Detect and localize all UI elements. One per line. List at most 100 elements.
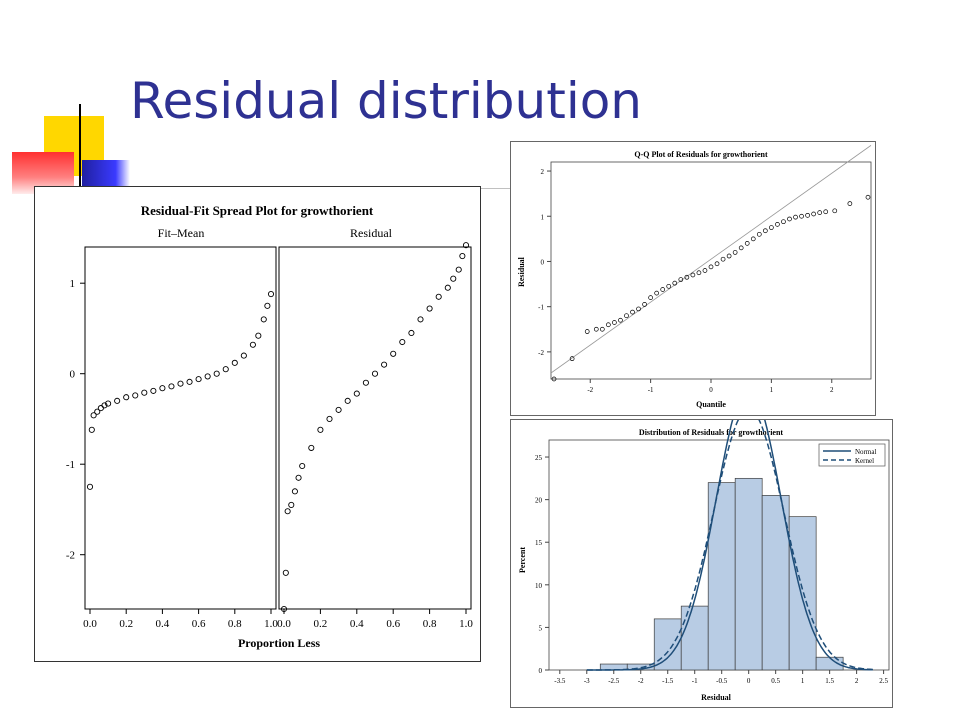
spread-point	[282, 569, 289, 576]
hist-title: Distribution of Residuals for growthorie…	[639, 428, 783, 437]
hist-bar	[707, 482, 736, 671]
qq-point	[636, 306, 641, 312]
hist-marks: -3.5 -3 -2.5 -2 -1.5 -1 -0.5 0 0.5 1 1.5 2 2.5051015…	[535, 386, 890, 685]
spread-point	[459, 253, 466, 260]
spread-ytick-label: 0	[70, 369, 76, 381]
qq-point	[672, 280, 678, 286]
qq-point	[666, 283, 672, 289]
qq-plot: Q-Q Plot of Residuals for growthorient Q…	[517, 145, 872, 409]
spread-point	[299, 462, 306, 470]
qq-point	[811, 211, 816, 217]
qq-point	[805, 212, 810, 218]
spread-point	[291, 488, 298, 495]
spread-point	[260, 316, 267, 323]
spread-point	[168, 383, 175, 390]
hist-xtick-label: -1	[692, 677, 698, 685]
qq-point	[799, 213, 804, 219]
qq-point	[775, 222, 780, 227]
spread-point	[264, 302, 271, 309]
spread-xtick-label: 1.0	[264, 618, 278, 630]
hist-bar	[788, 516, 817, 671]
qq-point	[599, 326, 605, 332]
qq-point	[648, 295, 653, 300]
qq-point	[720, 256, 726, 262]
legend-kernel-label: Kernel	[855, 457, 874, 465]
spread-panel-label-residual: Residual	[350, 226, 393, 240]
hist-bar	[653, 618, 682, 671]
qq-point	[593, 326, 599, 332]
spread-point	[141, 389, 148, 396]
qq-point	[684, 274, 690, 280]
spread-point	[308, 444, 315, 451]
qq-point	[817, 210, 823, 215]
spread-point	[408, 329, 415, 337]
spread-frame-1	[278, 246, 472, 610]
spread-point	[426, 305, 433, 312]
spread-point	[362, 379, 369, 386]
qq-xlabel: Quantile	[696, 400, 726, 409]
spread-ytick-label: -2	[66, 550, 75, 562]
qq-point	[732, 250, 738, 255]
spread-point	[417, 316, 424, 323]
spread-point	[94, 408, 101, 415]
hist-ytick-label: 10	[535, 582, 543, 590]
qq-point	[750, 236, 756, 242]
spread-point	[390, 350, 397, 357]
qq-point	[714, 261, 720, 267]
spread-point	[186, 378, 193, 385]
spread-point	[326, 415, 333, 422]
qq-point	[781, 219, 786, 225]
hist-xtick-label: -2.5	[608, 677, 620, 685]
spread-point	[381, 361, 388, 368]
qq-xtick-label: 1	[770, 386, 774, 394]
qq-point	[654, 290, 660, 296]
spread-point	[435, 293, 442, 300]
hist-bar	[761, 495, 790, 671]
histogram-panel: Distribution of Residuals for growthorie…	[510, 386, 893, 708]
qq-point	[865, 194, 871, 200]
qq-point	[762, 228, 768, 234]
qq-point	[642, 302, 647, 307]
spread-xtick-label: 0.8	[228, 618, 242, 630]
spread-point	[462, 242, 470, 249]
spread-point	[444, 284, 451, 291]
spread-point	[288, 501, 295, 508]
decor-vertical-line	[79, 104, 81, 190]
hist-xtick-label: -3.5	[554, 677, 566, 685]
spread-frame-0	[84, 246, 277, 610]
hist-xtick-label: -2	[638, 677, 644, 685]
qq-point	[624, 313, 629, 319]
spread-point	[371, 370, 379, 377]
spread-point	[317, 426, 324, 433]
qq-ytick-label: 0	[541, 258, 545, 266]
spread-xtick-label: 0.4	[350, 618, 364, 630]
qq-point	[678, 277, 684, 282]
qq-xtick-label: 0	[709, 386, 713, 394]
hist-ytick-label: 15	[535, 539, 543, 547]
spread-xtick-label: 0.6	[192, 618, 206, 630]
spread-marks: 0.0 0.2 0.4 0.6 0.8 1.0 0.0 0.2 0.4 0.6 0.8 1.0-2-1…	[66, 242, 473, 630]
qq-ytick-label: 1	[541, 213, 545, 221]
spread-point	[295, 474, 302, 481]
qq-point	[690, 272, 696, 278]
spread-point	[231, 359, 238, 366]
spread-point	[88, 426, 95, 433]
qq-point	[756, 231, 762, 237]
spread-point	[132, 392, 139, 399]
qq-point	[847, 201, 853, 206]
qq-point	[793, 214, 798, 220]
qq-point	[630, 309, 635, 315]
hist-xtick-label: 0.5	[771, 677, 780, 685]
spread-point	[344, 397, 351, 404]
spread-point	[222, 366, 229, 373]
qq-xtick-label: -1	[648, 386, 654, 394]
spread-point	[280, 605, 288, 613]
spread-xtick-label: 1.0	[459, 618, 473, 630]
hist-xtick-label: -1.5	[662, 677, 674, 685]
spread-point	[97, 405, 104, 412]
qq-xtick-label: -2	[587, 386, 593, 394]
spread-point	[455, 266, 462, 273]
hist-xtick-label: 2	[855, 677, 859, 685]
hist-xtick-label: 1.5	[825, 677, 834, 685]
spread-panel-label-fit: Fit–Mean	[158, 226, 205, 240]
